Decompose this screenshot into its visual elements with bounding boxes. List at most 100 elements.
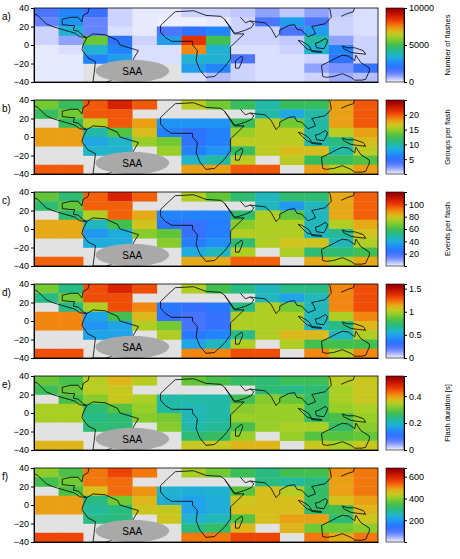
coastline — [312, 419, 322, 421]
tick-label: 20 — [19, 482, 29, 492]
cell — [132, 128, 157, 138]
coastline — [235, 516, 242, 528]
x-axis — [35, 358, 379, 359]
coastline — [298, 408, 312, 418]
x-axis — [35, 266, 379, 267]
tick-label: 0 — [24, 132, 29, 142]
cell — [83, 229, 108, 239]
colorbar — [386, 100, 404, 174]
x-axis — [35, 450, 379, 451]
tick: 80 — [404, 212, 419, 222]
tick-mark — [404, 229, 407, 230]
cell — [108, 477, 133, 487]
cell — [181, 64, 206, 74]
cell — [34, 293, 59, 303]
coastline — [321, 331, 369, 356]
cell — [59, 192, 84, 202]
cell — [59, 36, 84, 46]
cell — [353, 385, 378, 395]
tick-label: −20 — [14, 243, 29, 253]
coastline — [235, 148, 242, 160]
tick: 0 — [24, 224, 34, 234]
colorbar-label: Groups per flash — [443, 109, 452, 164]
tick-mark — [31, 8, 34, 9]
coastline — [312, 51, 322, 53]
cell — [304, 514, 329, 524]
axis-line — [31, 101, 35, 175]
panel-label: a) — [2, 11, 11, 22]
tick-mark — [404, 254, 407, 255]
cell — [59, 27, 84, 37]
cell — [157, 312, 182, 322]
cell — [59, 64, 84, 74]
cell — [132, 211, 157, 221]
cell — [353, 496, 378, 506]
cell — [231, 192, 256, 202]
tick-mark — [404, 312, 407, 313]
map-background — [34, 192, 378, 266]
tick-label: −20 — [14, 151, 29, 161]
tick-mark — [31, 450, 34, 451]
cell — [353, 248, 378, 258]
cell — [353, 293, 378, 303]
cell — [206, 432, 231, 442]
coastline — [321, 515, 369, 540]
cell — [304, 238, 329, 248]
tick-mark — [404, 289, 407, 290]
cell — [59, 505, 84, 515]
cell — [255, 146, 280, 156]
cell — [329, 220, 354, 230]
cell — [206, 395, 231, 405]
tick-mark — [404, 450, 407, 451]
map-background — [34, 100, 378, 174]
cell — [34, 404, 59, 414]
cell — [83, 468, 108, 478]
coastline — [315, 407, 327, 417]
cell — [206, 312, 231, 322]
cell — [157, 321, 182, 331]
cell — [34, 349, 59, 358]
axis-line — [31, 9, 35, 83]
cell — [231, 432, 256, 442]
tick: 0.4 — [404, 392, 422, 402]
axis-line — [35, 358, 379, 359]
cell — [255, 54, 280, 64]
cell — [255, 395, 280, 405]
cell — [34, 73, 59, 82]
cell — [304, 54, 329, 64]
cell — [329, 312, 354, 322]
tick-mark — [404, 144, 407, 145]
cell — [59, 395, 84, 405]
cell — [231, 496, 256, 506]
tick-mark — [31, 266, 34, 267]
coastline — [298, 132, 312, 142]
cell — [132, 496, 157, 506]
cell — [181, 119, 206, 129]
cell — [59, 349, 84, 358]
coastline — [161, 471, 245, 538]
cell — [329, 137, 354, 147]
cell — [181, 312, 206, 322]
cell — [280, 64, 305, 74]
tick-mark — [31, 211, 34, 212]
cell — [280, 238, 305, 248]
cell — [353, 201, 378, 211]
cell — [108, 293, 133, 303]
tick-label: 40 — [19, 371, 29, 381]
tick-mark — [404, 498, 407, 499]
y-axis: −40−2002040 — [14, 463, 35, 547]
cell — [59, 533, 84, 542]
coastline — [315, 499, 327, 509]
tick-label: 0.5 — [409, 330, 422, 340]
coastline — [321, 239, 369, 264]
coastline — [342, 506, 365, 514]
cell — [108, 192, 133, 202]
cell — [59, 404, 84, 414]
cell — [132, 376, 157, 386]
cell — [353, 27, 378, 37]
tick: 0 — [24, 500, 34, 510]
axis-line — [35, 450, 379, 451]
tick-label: −20 — [14, 335, 29, 345]
cell — [329, 487, 354, 497]
tick: 20 — [19, 390, 34, 400]
